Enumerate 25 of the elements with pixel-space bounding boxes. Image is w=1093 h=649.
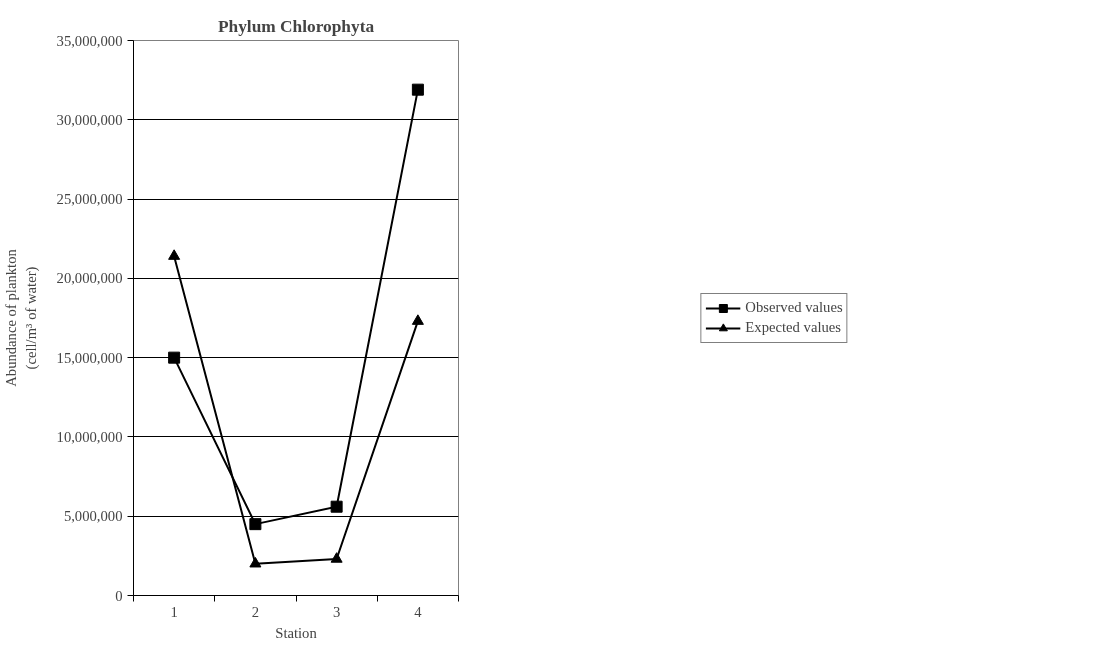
x-tick-label: 1	[170, 603, 178, 620]
point	[330, 552, 343, 563]
x-axis-title: Station	[275, 624, 318, 641]
point	[168, 249, 181, 260]
y-tick-label: 5,000,000	[63, 508, 123, 525]
x-tick-label: 2	[251, 603, 260, 620]
x-tick-label: 4	[414, 603, 423, 620]
point	[168, 351, 181, 364]
y-tick-label: 10,000,000	[56, 428, 123, 445]
point	[330, 500, 343, 513]
y-tick-label: 15,000,000	[56, 349, 123, 366]
legend-label: Observed values	[745, 299, 843, 316]
y-tick-label: 35,000,000	[56, 32, 123, 49]
chart-title: Phylum Chlorophyta	[217, 16, 375, 36]
y-tick-label: 20,000,000	[56, 270, 123, 287]
y-tick-label: 25,000,000	[56, 191, 123, 208]
x-tick-label: 3	[332, 603, 341, 620]
point	[411, 314, 424, 325]
point	[249, 556, 262, 568]
point	[249, 518, 262, 531]
legend-label: Expected values	[745, 319, 841, 336]
point	[411, 83, 424, 96]
y-tick-label: 0	[115, 587, 123, 604]
y-tick-label: 30,000,000	[56, 111, 123, 128]
y-axis-title: Abundance of plankton (cell/m³ of water)	[3, 248, 40, 387]
